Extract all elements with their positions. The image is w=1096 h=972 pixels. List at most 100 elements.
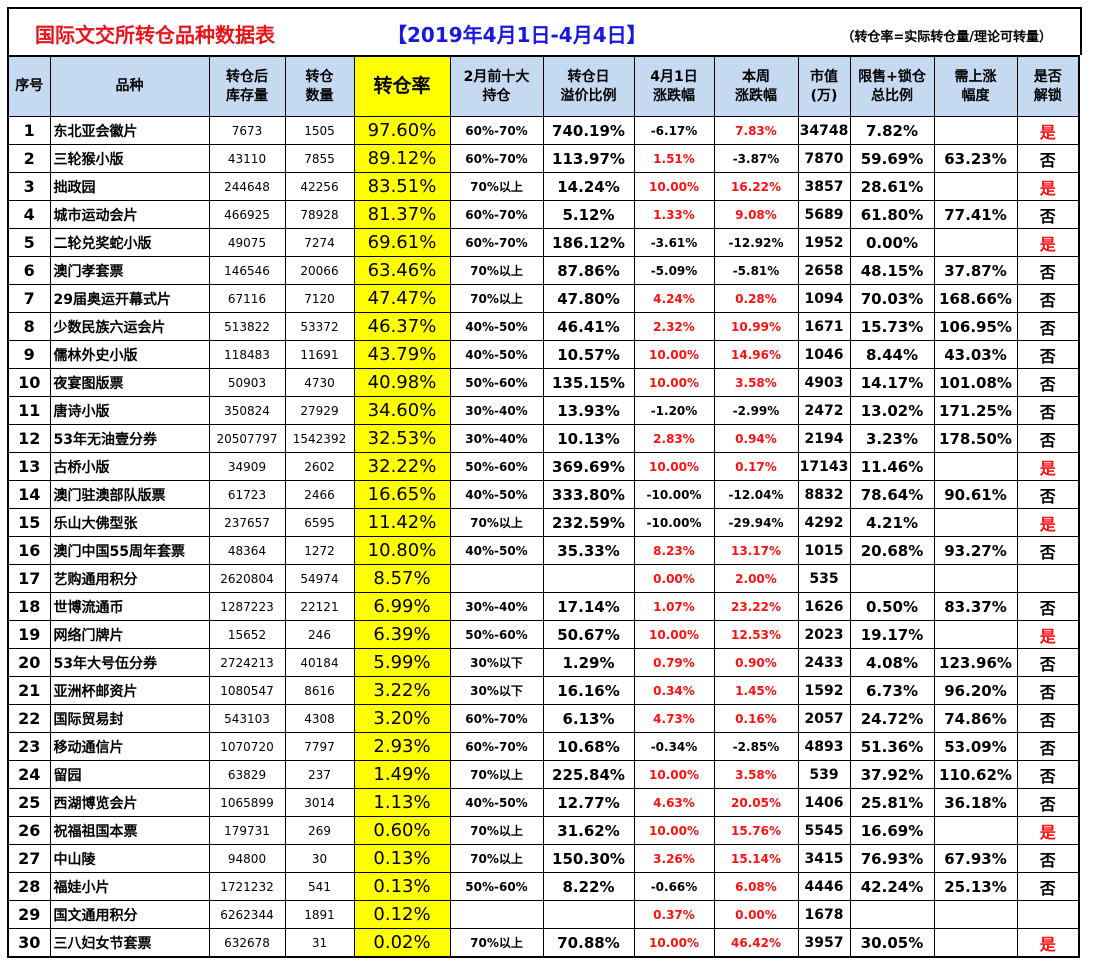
apr1-change-cell: 4.24%	[633, 284, 715, 313]
market-cap-cell: 1678	[797, 900, 851, 929]
unlock-status-cell: 是	[1016, 172, 1080, 201]
variety-name-cell: 国文通用积分	[49, 900, 210, 929]
variety-name-cell: 儒林外史小版	[49, 340, 210, 369]
variety-name-cell: 亚洲杯邮资片	[49, 676, 210, 705]
variety-name-cell: 福娃小片	[49, 872, 210, 901]
col-top10-header: 2月前十大 持仓	[449, 55, 544, 117]
unlock-status-cell: 否	[1016, 676, 1080, 705]
required-rise-cell: 106.95%	[933, 312, 1018, 341]
premium-ratio-cell: 17.14%	[542, 592, 635, 621]
variety-name-cell: 澳门孝套票	[49, 256, 210, 285]
row-index-cell: 28	[7, 872, 51, 901]
apr1-change-cell: 10.00%	[633, 452, 715, 481]
week-change-cell: 20.05%	[713, 788, 799, 817]
locked-ratio-cell: 14.17%	[849, 368, 935, 397]
variety-name-cell: 国际贸易封	[49, 704, 210, 733]
premium-ratio-cell: 16.16%	[542, 676, 635, 705]
unlock-status-cell: 否	[1016, 480, 1080, 509]
apr1-change-cell: 10.00%	[633, 928, 715, 958]
top10-holding-cell: 70%以上	[449, 508, 544, 537]
premium-ratio-cell: 46.41%	[542, 312, 635, 341]
inventory-cell: 6262344	[208, 900, 286, 929]
unlock-status-cell: 是	[1016, 508, 1080, 537]
transfer-rate-cell: 3.22%	[353, 676, 451, 705]
row-index-cell: 8	[7, 312, 51, 341]
locked-ratio-cell	[849, 900, 935, 929]
top10-holding-cell: 30%以下	[449, 676, 544, 705]
table-row: 23 移动通信片 1070720 7797 2.93% 60%-70% 10.68% -0.3…	[7, 732, 1080, 761]
variety-name-cell: 世博流通币	[49, 592, 210, 621]
locked-ratio-cell: 25.81%	[849, 788, 935, 817]
inventory-cell: 49075	[208, 228, 286, 257]
week-change-cell: 3.58%	[713, 368, 799, 397]
variety-name-cell: 城市运动会片	[49, 200, 210, 229]
table-header: 序号 品种 转仓后 库存量 转仓 数量 转仓率 2月前十大 持仓 转仓日 溢价比例 4月1日 涨跌幅 本周…	[7, 55, 1080, 117]
locked-ratio-cell: 70.03%	[849, 284, 935, 313]
market-cap-cell: 2194	[797, 424, 851, 453]
transfer-qty-cell: 30	[284, 844, 355, 873]
premium-ratio-cell: 35.33%	[542, 536, 635, 565]
col-transfer-qty-header: 转仓 数量	[284, 55, 355, 117]
transfer-qty-cell: 27929	[284, 396, 355, 425]
market-cap-cell: 1046	[797, 340, 851, 369]
market-cap-cell: 2057	[797, 704, 851, 733]
inventory-cell: 50903	[208, 368, 286, 397]
table-row: 7 29届奥运开幕式片 67116 7120 47.47% 70%以上 47.80% 4.24…	[7, 284, 1080, 313]
unlock-status-cell: 否	[1016, 396, 1080, 425]
transfer-rate-cell: 1.49%	[353, 760, 451, 789]
unlock-status-cell: 否	[1016, 284, 1080, 313]
premium-ratio-cell	[542, 564, 635, 593]
transfer-rate-cell: 32.53%	[353, 424, 451, 453]
required-rise-cell: 83.37%	[933, 592, 1018, 621]
unlock-status-cell: 是	[1016, 116, 1080, 145]
row-index-cell: 16	[7, 536, 51, 565]
transfer-rate-cell: 46.37%	[353, 312, 451, 341]
week-change-cell: -12.92%	[713, 228, 799, 257]
locked-ratio-cell: 48.15%	[849, 256, 935, 285]
top10-holding-cell: 60%-70%	[449, 116, 544, 145]
page-title: 国际文交所转仓品种数据表	[35, 23, 275, 47]
row-index-cell: 21	[7, 676, 51, 705]
locked-ratio-cell: 0.50%	[849, 592, 935, 621]
unlock-status-cell: 否	[1016, 704, 1080, 733]
top10-holding-cell: 40%-50%	[449, 312, 544, 341]
week-change-cell: 15.14%	[713, 844, 799, 873]
apr1-change-cell: -1.20%	[633, 396, 715, 425]
transfer-qty-cell: 3014	[284, 788, 355, 817]
unlock-status-cell: 是	[1016, 928, 1080, 958]
variety-name-cell: 中山陵	[49, 844, 210, 873]
market-cap-cell: 4893	[797, 732, 851, 761]
table-body: 1 东北亚会徽片 7673 1505 97.60% 60%-70% 740.19% -6.17…	[7, 116, 1080, 958]
premium-ratio-cell: 10.13%	[542, 424, 635, 453]
table-row: 2 三轮猴小版 43110 7855 89.12% 60%-70% 113.97% 1.51%…	[7, 144, 1080, 173]
table-row: 18 世博流通币 1287223 22121 6.99% 30%-40% 17.14% 1.0…	[7, 592, 1080, 621]
premium-ratio-cell: 333.80%	[542, 480, 635, 509]
apr1-change-cell: -0.34%	[633, 732, 715, 761]
unlock-status-cell: 否	[1016, 144, 1080, 173]
inventory-cell: 43110	[208, 144, 286, 173]
required-rise-cell: 77.41%	[933, 200, 1018, 229]
inventory-cell: 350824	[208, 396, 286, 425]
week-change-cell: 12.53%	[713, 620, 799, 649]
week-change-cell: 6.08%	[713, 872, 799, 901]
top10-holding-cell: 70%以上	[449, 284, 544, 313]
variety-name-cell: 53年大号伍分券	[49, 648, 210, 677]
top10-holding-cell: 50%-60%	[449, 620, 544, 649]
variety-name-cell: 澳门驻澳部队版票	[49, 480, 210, 509]
week-change-cell: 15.76%	[713, 816, 799, 845]
required-rise-cell: 90.61%	[933, 480, 1018, 509]
variety-name-cell: 唐诗小版	[49, 396, 210, 425]
unlock-status-cell: 否	[1016, 760, 1080, 789]
market-cap-cell: 1952	[797, 228, 851, 257]
premium-ratio-cell: 150.30%	[542, 844, 635, 873]
inventory-cell: 63829	[208, 760, 286, 789]
top10-holding-cell: 60%-70%	[449, 200, 544, 229]
transfer-qty-cell: 78928	[284, 200, 355, 229]
top10-holding-cell: 70%以上	[449, 844, 544, 873]
top10-holding-cell: 40%-50%	[449, 536, 544, 565]
table-row: 30 三八妇女节套票 632678 31 0.02% 70%以上 70.88% 10.00% 4…	[7, 928, 1080, 958]
transfer-rate-cell: 40.98%	[353, 368, 451, 397]
premium-ratio-cell: 5.12%	[542, 200, 635, 229]
col-transfer-rate-header: 转仓率	[353, 55, 451, 117]
unlock-status-cell: 否	[1016, 200, 1080, 229]
